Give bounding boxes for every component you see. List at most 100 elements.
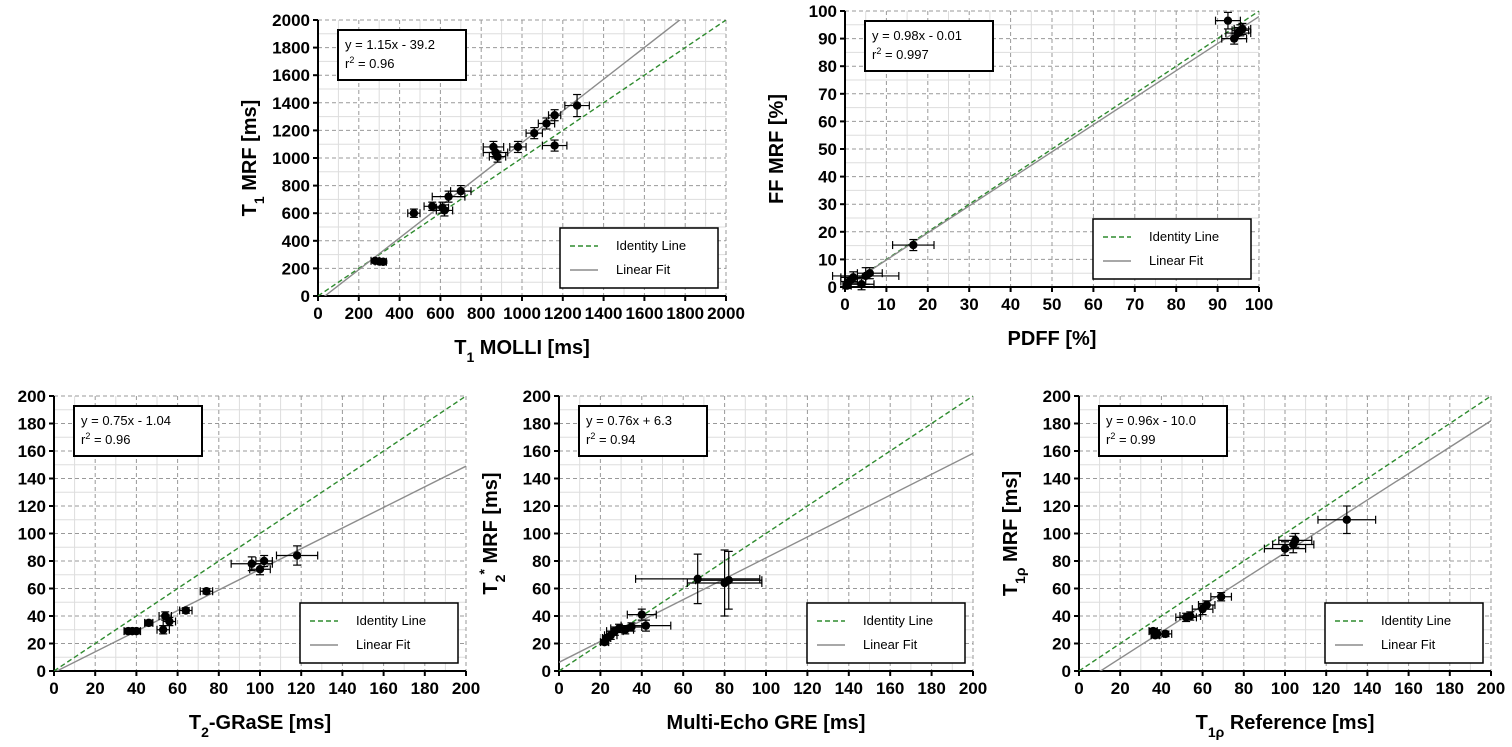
r-squared: r2 = 0.94: [586, 431, 635, 447]
equation-box: y = 0.76x + 6.3 r2 = 0.94: [578, 405, 708, 457]
x-axis-title-main: T: [454, 337, 466, 359]
data-point: [564, 93, 590, 118]
x-axis-title: T1 MOLLI [ms]: [454, 337, 590, 365]
r-squared-exponent: 2: [590, 431, 595, 441]
x-tick-label: 200: [959, 679, 987, 698]
data-marker: [572, 101, 582, 110]
y-axis-title-rest: MRF [ms]: [1000, 471, 1022, 568]
y-tick-label: 80: [532, 552, 551, 571]
x-tick-label: 100: [752, 679, 780, 698]
x-axis-title-main: T: [1196, 712, 1208, 734]
y-tick-label: 180: [18, 415, 46, 434]
legend-frame: [299, 602, 459, 664]
x-axis-title: PDFF [%]: [1008, 328, 1097, 350]
data-marker: [1202, 600, 1211, 610]
y-tick-label: 1000: [272, 149, 310, 168]
x-axis-title-main: PDFF [%]: [1008, 328, 1097, 350]
x-tick-label: 1000: [503, 304, 541, 323]
x-axis-title-sub: 1ρ: [1208, 724, 1225, 740]
r-squared-exponent: 2: [85, 431, 90, 441]
data-point: [1233, 22, 1252, 36]
x-tick-label: 1800: [666, 304, 704, 323]
x-tick-label: 1200: [544, 304, 582, 323]
y-axis-title-rest: MRF [ms]: [239, 100, 261, 197]
data-point: [856, 267, 883, 280]
y-tick-label: 0: [1062, 662, 1071, 681]
t2star-scatter-chart: 0 20 40 60 80 100 120 140 160 180 200 0 20 40 60 80 100 1…: [476, 387, 987, 734]
x-tick-label: 50: [1043, 295, 1062, 314]
equation-box: y = 0.75x - 1.04 r2 = 0.96: [73, 405, 203, 457]
y-tick-label: 1400: [272, 94, 310, 113]
x-tick-label: 180: [917, 679, 945, 698]
y-tick-label: 140: [523, 470, 551, 489]
legend-frame: [806, 602, 966, 664]
y-tick-label: 100: [523, 525, 551, 544]
data-point: [892, 238, 935, 252]
r-squared: r2 = 0.96: [345, 55, 394, 71]
y-tick-label: 1800: [272, 39, 310, 58]
data-marker: [181, 606, 191, 615]
r-squared-exponent: 2: [876, 46, 881, 56]
y-axis-title-sub: 2: [492, 574, 508, 582]
y-tick-label: 40: [1052, 607, 1071, 626]
data-point: [450, 185, 472, 198]
legend-frame: [1324, 602, 1484, 664]
data-marker: [1280, 544, 1290, 553]
data-point: [1214, 11, 1241, 30]
y-tick-label: 200: [523, 387, 551, 406]
x-tick-label: 2000: [707, 304, 745, 323]
r-squared-value: = 0.96: [354, 56, 394, 71]
y-tick-label: 2000: [272, 11, 310, 30]
legend-fit-label: Linear Fit: [1381, 637, 1436, 652]
y-tick-label: 100: [809, 2, 837, 21]
y-tick-label: 40: [532, 607, 551, 626]
equation-box: y = 0.98x - 0.01 r2 = 0.997: [864, 20, 994, 72]
legend-identity-label: Identity Line: [1381, 613, 1451, 628]
equation-frame: [864, 20, 994, 72]
y-tick-label: 600: [282, 204, 310, 223]
data-point: [156, 625, 170, 635]
data-marker: [849, 273, 858, 282]
data-point: [275, 545, 319, 566]
equation-box: y = 1.15x - 39.2 r2 = 0.96: [337, 29, 467, 81]
r-squared-symbol: r: [1106, 432, 1111, 447]
equation-frame: [1098, 405, 1228, 457]
x-tick-label: 80: [209, 679, 228, 698]
x-tick-label: 80: [715, 679, 734, 698]
data-marker: [1238, 24, 1247, 34]
data-marker: [1216, 592, 1226, 601]
equation-box: y = 0.96x - 10.0 r2 = 0.99: [1098, 405, 1228, 457]
y-tick-label: 20: [818, 223, 837, 242]
data-point: [626, 608, 657, 621]
y-axis-title: FF MRF [%]: [766, 94, 788, 204]
y-tick-label: 100: [18, 525, 46, 544]
r-squared-symbol: r: [586, 432, 591, 447]
y-axis-title-main: T: [480, 582, 502, 594]
data-point: [162, 616, 177, 627]
x-tick-label: 60: [1193, 679, 1212, 698]
legend-identity-label: Identity Line: [356, 613, 426, 628]
x-axis-title: Multi-Echo GRE [ms]: [667, 712, 866, 734]
data-point: [435, 204, 454, 217]
t2-scatter-chart: 0 20 40 60 80 100 120 140 160 180 200 0 20 40 60 80 100 1…: [18, 387, 481, 740]
y-tick-label: 40: [818, 168, 837, 187]
x-tick-label: 160: [1394, 679, 1422, 698]
y-axis-title-rest: MRF [ms]: [480, 472, 502, 569]
x-tick-label: 20: [86, 679, 105, 698]
data-marker: [158, 625, 168, 634]
data-point: [541, 139, 568, 152]
data-marker: [428, 202, 437, 211]
y-tick-label: 40: [27, 607, 46, 626]
x-tick-label: 40: [1001, 295, 1020, 314]
data-point: [488, 150, 507, 163]
x-tick-label: 40: [127, 679, 146, 698]
data-point: [423, 201, 442, 212]
legend-identity-label: Identity Line: [616, 238, 686, 253]
data-marker: [1291, 536, 1300, 545]
y-tick-label: 30: [818, 195, 837, 214]
fit-equation: y = 1.15x - 39.2: [345, 37, 435, 52]
data-marker: [637, 610, 646, 619]
data-point: [509, 140, 527, 154]
data-point: [1197, 600, 1216, 610]
r-squared-value: = 0.94: [595, 432, 635, 447]
